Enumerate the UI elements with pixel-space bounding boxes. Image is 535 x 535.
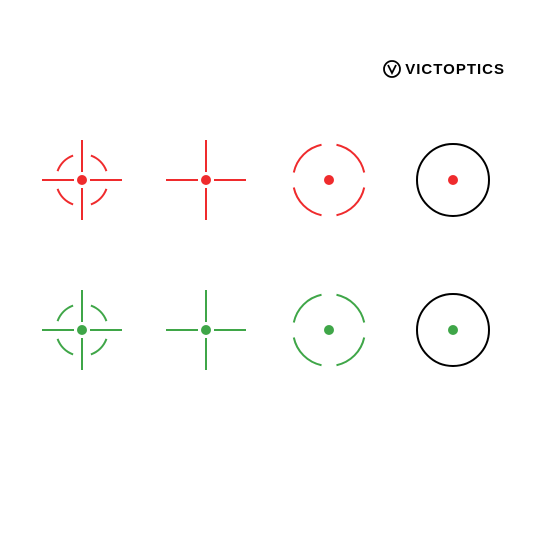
- reticle-cell: [268, 280, 392, 380]
- brand-text: VICTOPTICS: [405, 61, 505, 78]
- reticle-crosshair_dot-icon: [156, 130, 256, 230]
- reticle-circle_dot-icon: [403, 130, 503, 230]
- reticle-circle_dot-icon: [403, 280, 503, 380]
- reticle-cell: [144, 130, 268, 230]
- reticle-crosshair_gapped_circle-icon: [32, 280, 132, 380]
- reticle-crosshair_gapped_circle-icon: [32, 130, 132, 230]
- reticle-crosshair_dot-icon: [156, 280, 256, 380]
- reticle-cell: [144, 280, 268, 380]
- reticle-circle_dot_gapped-icon: [279, 280, 379, 380]
- reticle-grid: [0, 130, 535, 380]
- reticle-cell: [268, 130, 392, 230]
- reticle-cell: [391, 280, 515, 380]
- reticle-cell: [20, 280, 144, 380]
- reticle-cell: [391, 130, 515, 230]
- reticle-circle_dot_gapped-icon: [279, 130, 379, 230]
- reticle-cell: [20, 130, 144, 230]
- brand-logo: VICTOPTICS: [383, 60, 505, 78]
- brand-logo-icon: [383, 60, 401, 78]
